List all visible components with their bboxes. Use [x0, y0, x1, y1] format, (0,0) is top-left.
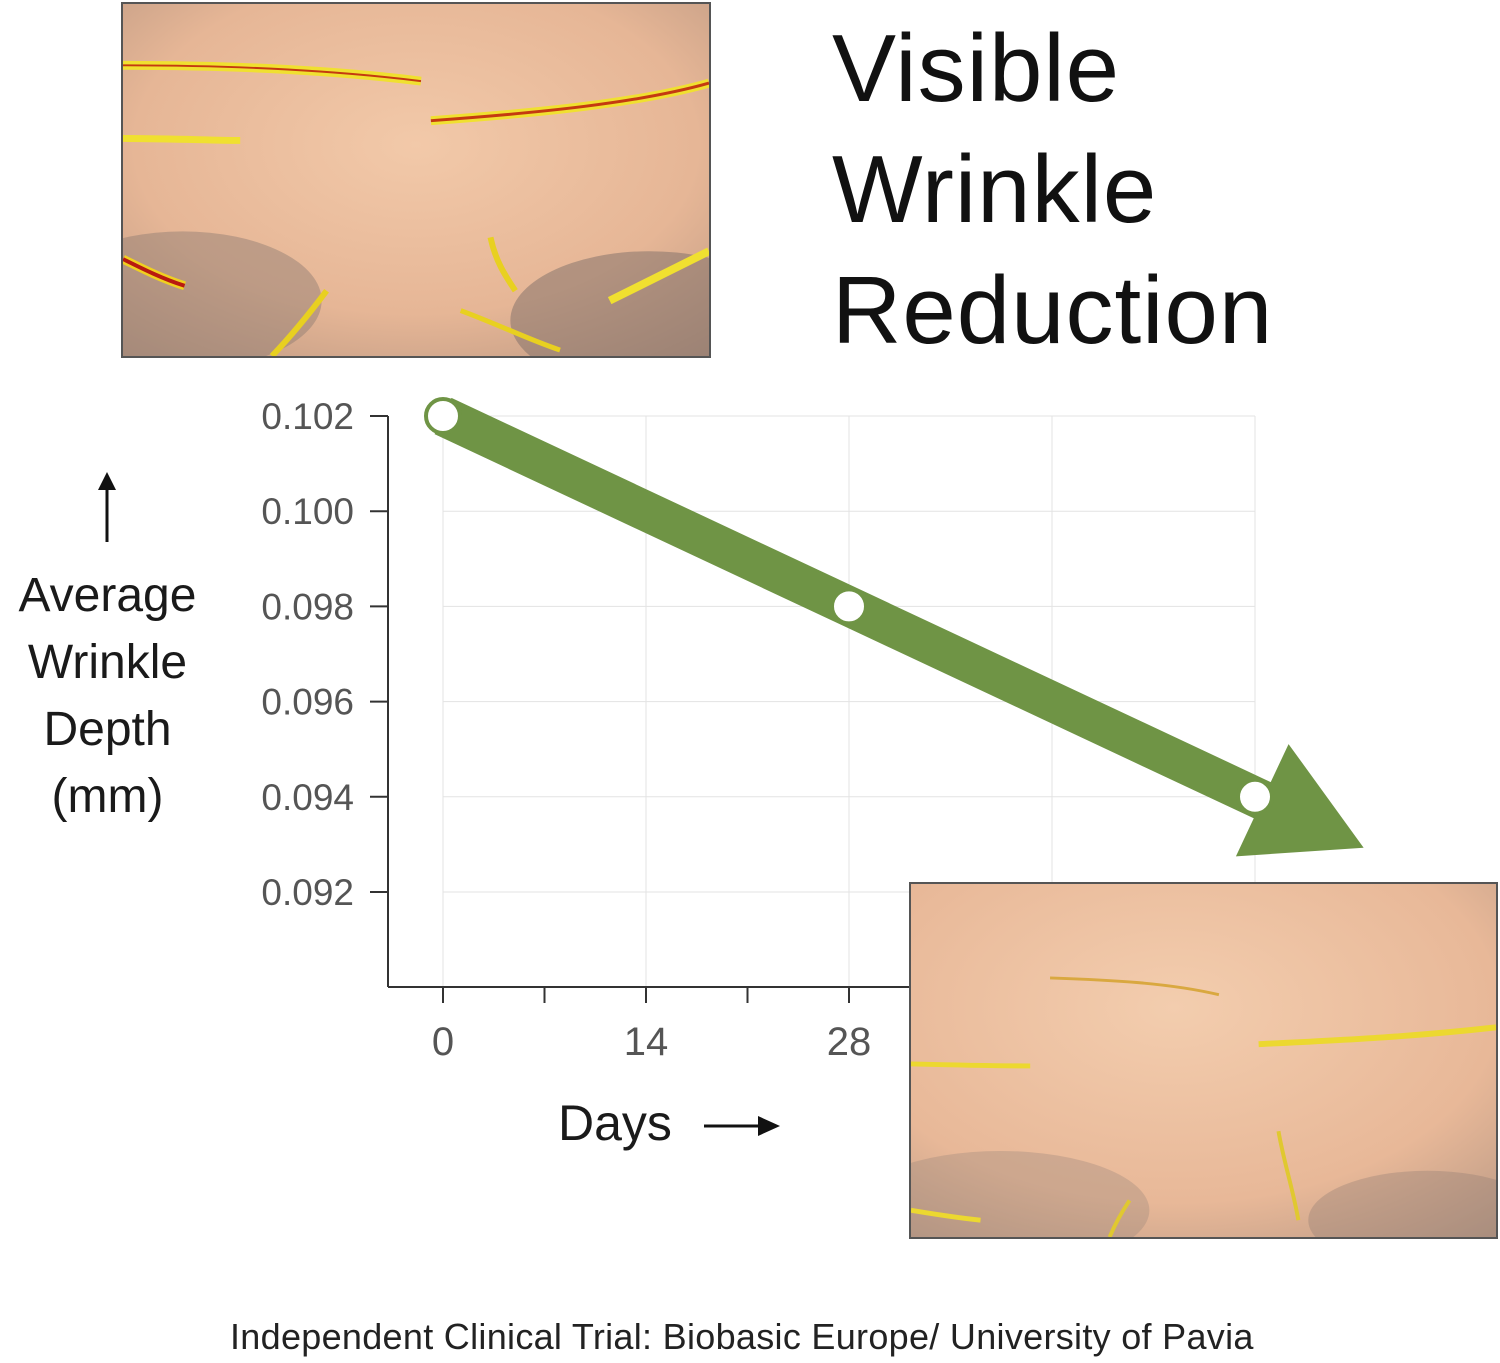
- y-tick-label: 0.092: [261, 872, 354, 913]
- up-arrow-icon: [98, 472, 116, 542]
- title-line-3: Reduction: [832, 257, 1274, 364]
- data-point: [424, 397, 462, 435]
- title-line-2: Wrinkle: [832, 136, 1158, 243]
- y-tick-label: 0.102: [261, 396, 354, 437]
- y-axis-label: Average Wrinkle Depth (mm): [0, 562, 215, 830]
- y-tick-label: 0.094: [261, 777, 354, 818]
- right-arrow-icon: [704, 1116, 780, 1136]
- x-tick-label: 28: [827, 1020, 872, 1064]
- footer-source-note: Independent Clinical Trial: Biobasic Eur…: [230, 1316, 1254, 1357]
- y-tick-label: 0.096: [261, 682, 354, 723]
- y-axis-label-line-2: Wrinkle: [27, 636, 188, 689]
- data-point: [1236, 777, 1274, 816]
- y-tick-label: 0.100: [261, 491, 354, 532]
- y-tick-label: 0.098: [261, 586, 354, 627]
- page-title: Visible Wrinkle Reduction: [832, 8, 1273, 371]
- before-skin-photo: [121, 2, 711, 358]
- x-axis-label: Days: [558, 1095, 672, 1151]
- x-tick-label: 0: [432, 1020, 454, 1064]
- data-point: [830, 587, 868, 626]
- after-skin-photo: [909, 882, 1498, 1239]
- y-axis-label-line-4: (mm): [51, 770, 164, 823]
- chart-axes: 0.102 0.100 0.098 0.096 0.094 0.092 0 14 28: [261, 396, 1256, 1064]
- x-tick-label: 14: [624, 1020, 669, 1064]
- trend-arrowhead: [1235, 744, 1364, 857]
- y-axis-label-line-3: Depth: [43, 703, 172, 756]
- y-axis-label-line-1: Average: [18, 569, 197, 622]
- title-line-1: Visible: [832, 15, 1121, 122]
- chart-series: [424, 397, 1364, 857]
